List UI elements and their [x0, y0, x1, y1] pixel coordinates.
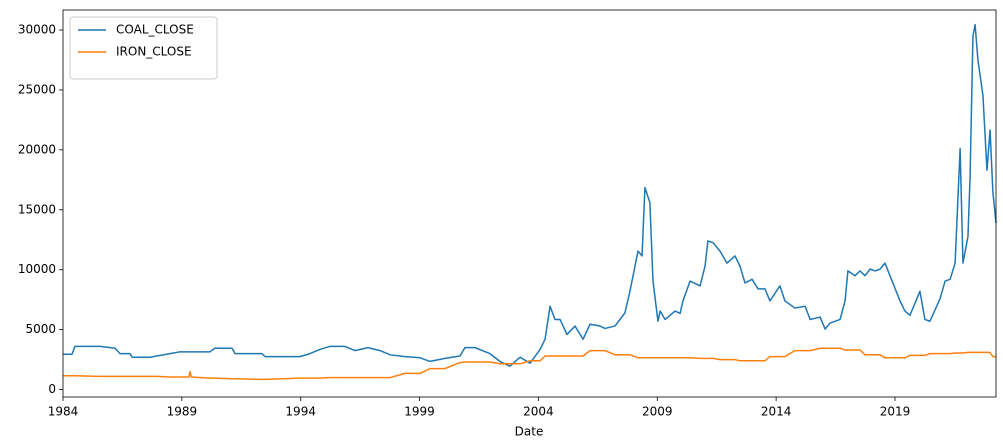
plot-frame	[62, 9, 997, 398]
x-tick-label: 2004	[523, 405, 554, 419]
legend: COAL_CLOSE IRON_CLOSE	[69, 16, 218, 80]
y-tick-label: 20000	[18, 142, 56, 156]
line-series	[63, 347, 996, 381]
legend-label: COAL_CLOSE	[116, 23, 194, 37]
y-tick-label: 0	[48, 382, 56, 396]
x-tick-label: 2014	[761, 405, 792, 419]
x-tick-label: 1984	[48, 405, 79, 419]
x-tick-label: 2009	[642, 405, 673, 419]
x-tick-label: 1999	[404, 405, 435, 419]
x-tick-label: 1989	[167, 405, 198, 419]
y-tick-label: 15000	[18, 202, 56, 216]
y-tick-label: 5000	[25, 322, 56, 336]
y-tick-label: 25000	[18, 82, 56, 96]
y-tick-label: 10000	[18, 262, 56, 276]
legend-label: IRON_CLOSE	[116, 45, 192, 59]
legend-box	[69, 16, 218, 80]
x-tick-label: 2019	[880, 405, 911, 419]
line-series	[63, 23, 997, 367]
x-axis-label: Date	[515, 425, 544, 439]
x-tick-label: 1994	[285, 405, 316, 419]
y-tick-label: 30000	[18, 23, 56, 37]
